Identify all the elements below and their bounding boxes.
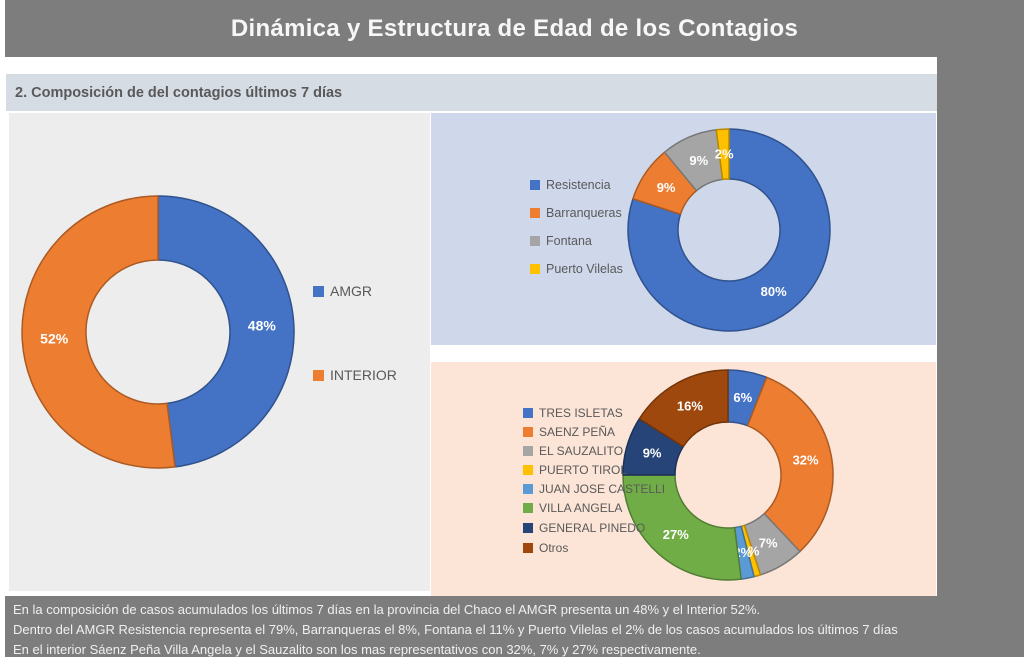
legend-swatch-icon bbox=[523, 427, 533, 437]
note-line-3: En el interior Sáenz Peña Villa Angela y… bbox=[13, 642, 701, 657]
legend-item-juan-jose-castelli: JUAN JOSE CASTELLI bbox=[523, 481, 665, 497]
legend-item-el-sauzalito: EL SAUZALITO bbox=[523, 443, 623, 459]
legend-swatch-icon bbox=[523, 503, 533, 513]
composicion-amgr-slice-puerto-vilelas bbox=[715, 128, 730, 181]
title-bar: Dinámica y Estructura de Edad de los Con… bbox=[5, 0, 1024, 57]
legend-label: TRES ISLETAS bbox=[539, 406, 623, 420]
content-area: 2. Composición de del contagios últimos … bbox=[5, 57, 937, 596]
legend-item-barranqueras: Barranqueras bbox=[530, 205, 622, 222]
panel-chart-interior: 6% 32% 7% 1% 2% 27% 9% 16% TRES ISLETAS SAENZ PEÑ… bbox=[431, 362, 936, 596]
panel-chart-amgr: 80% 9% 9% 2% Resistencia Barranqueras Fontana P… bbox=[431, 113, 936, 345]
legend-label: JUAN JOSE CASTELLI bbox=[539, 482, 666, 496]
legend-swatch-icon bbox=[530, 236, 540, 246]
composicion-amgr-data-label: 9% bbox=[657, 180, 676, 195]
composicion-interior-data-label: 16% bbox=[677, 398, 703, 413]
section-heading: 2. Composición de del contagios últimos … bbox=[15, 84, 343, 101]
page-title: Dinámica y Estructura de Edad de los Con… bbox=[230, 14, 799, 42]
legend-item-puerto-vilelas: Puerto Vilelas bbox=[530, 261, 623, 278]
legend-item-tres-isletas: TRES ISLETAS bbox=[523, 405, 623, 421]
legend-label: Resistencia bbox=[546, 178, 611, 192]
legend-swatch-icon bbox=[530, 180, 540, 190]
legend-item-amgr: AMGR bbox=[313, 282, 372, 300]
composicion-amgr-data-label: 80% bbox=[761, 284, 787, 299]
legend-item-otros: Otros bbox=[523, 540, 568, 556]
composicion-amgr-slice-resistencia bbox=[627, 128, 831, 332]
legend-label: Otros bbox=[539, 541, 569, 555]
legend-item-interior: INTERIOR bbox=[313, 366, 397, 384]
composicion-amgr-donut: 80% 9% 9% 2% bbox=[627, 128, 831, 332]
report-canvas: Dinámica y Estructura de Edad de los Con… bbox=[5, 0, 1024, 657]
composicion-provincia-slice-amgr bbox=[157, 195, 295, 468]
legend-swatch-icon bbox=[523, 465, 533, 475]
legend-swatch-icon bbox=[313, 285, 324, 297]
legend-label: Barranqueras bbox=[546, 206, 622, 220]
legend-label: EL SAUZALITO bbox=[539, 444, 624, 458]
composicion-provincia-slice-interior bbox=[21, 195, 176, 469]
composicion-provincia-data-label: 52% bbox=[40, 331, 69, 347]
legend-label: Puerto Vilelas bbox=[546, 262, 623, 276]
legend-item-resistencia: Resistencia bbox=[530, 177, 611, 194]
legend-item-puerto-tirol: PUERTO TIROL bbox=[523, 462, 627, 478]
legend-swatch-icon bbox=[523, 523, 533, 533]
legend-swatch-icon bbox=[523, 446, 533, 456]
legend-swatch-icon bbox=[313, 369, 324, 381]
legend-label: VILLA ANGELA bbox=[539, 501, 623, 515]
legend-swatch-icon bbox=[523, 408, 533, 418]
composicion-interior-data-label: 9% bbox=[643, 446, 662, 461]
composicion-interior-data-label: 6% bbox=[733, 390, 752, 405]
composicion-interior-data-label: 27% bbox=[663, 527, 689, 542]
legend-swatch-icon bbox=[530, 264, 540, 274]
note-line-1: En la composición de casos acumulados lo… bbox=[13, 602, 761, 617]
legend-label: AMGR bbox=[330, 283, 372, 299]
composicion-interior-slice-otros bbox=[638, 369, 729, 448]
composicion-amgr-data-label: 9% bbox=[689, 153, 708, 168]
composicion-amgr-data-label: 2% bbox=[715, 147, 734, 162]
legend-item-fontana: Fontana bbox=[530, 233, 592, 250]
legend-label: Fontana bbox=[546, 234, 592, 248]
legend-item-general-pinedo: GENERAL PINEDO bbox=[523, 520, 645, 536]
composicion-interior-slice-villa-angela bbox=[622, 474, 742, 581]
composicion-interior-data-label: 32% bbox=[793, 453, 819, 468]
panel-chart-provincia: 48% 52% AMGR INTERIOR bbox=[9, 113, 430, 591]
composicion-interior-data-label: 7% bbox=[759, 536, 778, 551]
composicion-interior-slice-saenz-peña bbox=[746, 376, 834, 553]
composicion-provincia-donut: 48% 52% bbox=[21, 195, 295, 469]
legend-label: PUERTO TIROL bbox=[539, 463, 628, 477]
legend-item-villa-angela: VILLA ANGELA bbox=[523, 500, 622, 516]
note-line-2: Dentro del AMGR Resistencia representa e… bbox=[13, 622, 898, 637]
legend-label: GENERAL PINEDO bbox=[539, 521, 646, 535]
section-header: 2. Composición de del contagios últimos … bbox=[6, 74, 937, 111]
legend-label: SAENZ PEÑA bbox=[539, 425, 616, 439]
legend-swatch-icon bbox=[523, 543, 533, 553]
legend-swatch-icon bbox=[523, 484, 533, 494]
legend-swatch-icon bbox=[530, 208, 540, 218]
composicion-provincia-data-label: 48% bbox=[248, 318, 277, 334]
legend-item-saenz-peña: SAENZ PEÑA bbox=[523, 424, 615, 440]
notes-block: En la composición de casos acumulados lo… bbox=[5, 596, 1024, 657]
legend-label: INTERIOR bbox=[330, 367, 397, 383]
composicion-interior-donut: 6%32%7%1%2%27%9%16% bbox=[622, 369, 834, 581]
